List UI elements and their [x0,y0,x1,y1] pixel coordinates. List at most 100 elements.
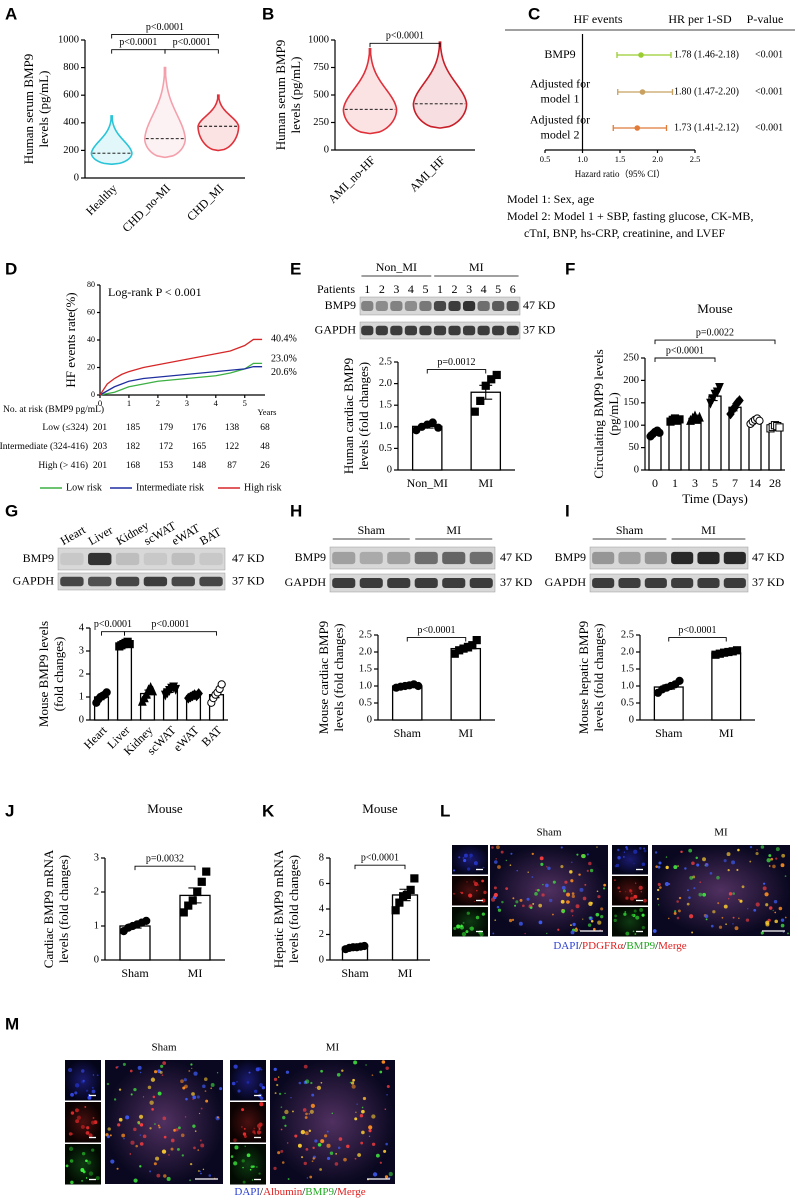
micrograph-signal [193,1071,198,1076]
micrograph-signal [589,916,592,919]
data-point [492,370,501,380]
micrograph-signal [570,930,575,935]
y-tick-label: 400 [63,117,79,128]
micrograph-signal [586,869,589,872]
end-label: 23.0% [271,354,297,365]
y-tick-label: 0 [387,464,392,475]
micrograph-signal [641,862,646,866]
micrograph-signal [617,886,621,890]
x-tick-label: MI [458,726,473,740]
micrograph-signal [125,1115,130,1120]
micrograph-signal [501,900,504,904]
micrograph-signal [560,846,563,849]
legend-separator: / [334,1186,338,1198]
micrograph-signal [460,891,462,894]
micrograph-signal [678,896,682,900]
risk-count: 201 [93,461,108,471]
y-tick-label: 50 [629,442,640,453]
micrograph-signal [95,1176,100,1181]
micrograph-signal [170,1147,174,1151]
micrograph-signal [762,886,767,891]
micrograph-signal [676,916,680,920]
micrograph-signal [320,1139,325,1144]
micrograph-signal [511,918,515,922]
micrograph-signal [241,1126,243,1128]
y-tick-label: 800 [63,62,79,73]
micrograph-signal [381,1060,386,1064]
micrograph-signal [82,1079,85,1082]
y-tick-label: 6 [319,878,324,889]
micrograph-signal [362,1096,367,1101]
data-point [732,646,742,655]
micrograph-signal [624,911,627,913]
micrograph-signal [163,1135,167,1139]
micrograph-signal [482,866,485,869]
micrograph-signal [561,885,566,890]
blot-band [88,576,112,587]
micrograph-signal [570,861,573,864]
x-tick-label: 3 [692,476,698,490]
micrograph-signal [575,927,578,930]
significance-label: p<0.0001 [386,31,424,42]
y-axis-label: HF events rate(%) [63,292,78,387]
confidence-interval [616,52,672,58]
micrograph-signal [481,912,486,916]
significance-label: p<0.0001 [173,37,211,48]
micrograph-signal [175,1128,179,1132]
micrograph-signal [638,847,642,850]
micrograph-signal [233,1138,237,1143]
x-tick-label: 2 [156,398,160,408]
micrograph-signal [130,1093,133,1096]
micrograph-signal [535,889,537,891]
micrograph-signal [589,868,594,873]
micrograph-signal [184,1084,188,1089]
group-label: MI [701,523,716,537]
micrograph-signal [284,1092,286,1095]
micrograph-signal [153,1162,157,1166]
micrograph-signal [388,1171,393,1177]
risk-row-label: Low (≤324) [42,422,88,433]
blot-band [115,576,140,587]
micrograph-signal [582,918,584,920]
micrograph-signal [361,1109,365,1114]
micrograph-signal [81,1179,84,1182]
risk-count: 168 [126,461,141,471]
micrograph-signal [781,853,786,858]
micrograph-signal [197,1149,200,1152]
micrograph-signal [474,861,478,865]
micrograph-signal [252,1130,256,1134]
panel-label: G [5,501,18,520]
data-point [476,396,485,405]
micrograph-signal [308,1129,312,1133]
micrograph-signal [87,1095,92,1100]
y-tick-label: 60 [87,307,95,316]
note: Model 1: Sex, age [507,192,594,206]
micrograph-signal [625,896,629,900]
micrograph-signal [297,1143,302,1148]
micrograph-signal [575,904,580,909]
micrograph-signal [67,1067,73,1073]
micrograph-signal [768,906,773,910]
micrograph-signal [737,848,740,852]
legend-label: Intermediate risk [136,482,204,493]
micrograph-signal [453,892,456,895]
blot-band [143,552,168,566]
hazard-ratio [634,125,641,131]
micrograph-signal [280,1106,283,1108]
micrograph-signal [634,933,637,935]
micrograph-signal [309,1109,314,1114]
micrograph-signal [303,1161,307,1166]
micrograph-signal [770,857,774,861]
micrograph-signal [547,866,551,871]
y-axis-label: levels (fold changes) [356,362,371,470]
micrograph-signal [782,931,785,933]
blot-row-label: GAPDH [545,575,587,589]
data-point [125,640,134,649]
data-point [202,867,211,876]
micrograph-signal [738,917,740,920]
micrograph-signal [355,1111,357,1113]
micrograph-signal [129,1153,131,1155]
micrograph-signal [732,923,734,925]
significance-label: p<0.0001 [151,619,189,630]
data-point [675,676,684,686]
